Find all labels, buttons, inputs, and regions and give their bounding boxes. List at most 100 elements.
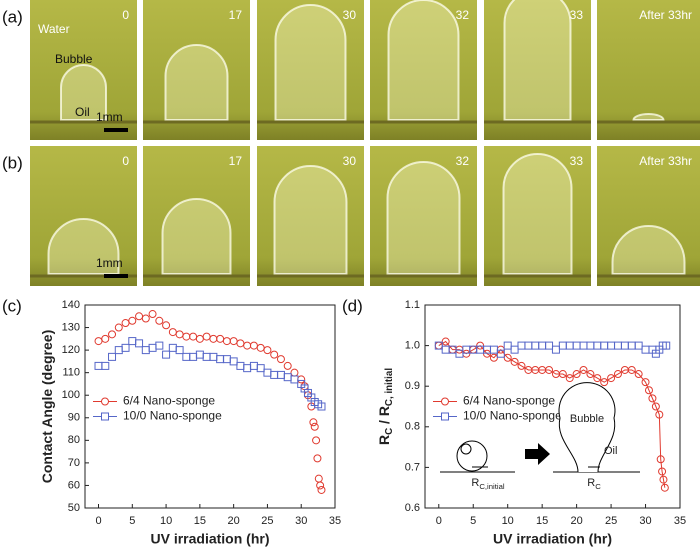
marker <box>565 374 574 383</box>
marker <box>317 485 326 494</box>
inset-label-part: R <box>471 477 479 489</box>
marker <box>256 343 265 352</box>
y-tick-label: 0.8 <box>405 421 420 433</box>
marker <box>162 321 171 330</box>
droplet <box>273 165 348 275</box>
marker <box>229 337 238 346</box>
inset-arrow <box>525 443 550 465</box>
marker <box>162 350 171 359</box>
legend-label: 10/0 Nano-sponge <box>123 409 222 423</box>
marker <box>496 349 505 358</box>
y-axis-label-part: C <box>384 428 395 435</box>
y-tick-label: 130 <box>62 321 80 333</box>
plot-frame <box>84 304 336 509</box>
panel-label: (a) <box>2 7 23 26</box>
marker <box>572 370 581 379</box>
y-tick-label: 0.9 <box>405 380 420 392</box>
marker <box>263 368 272 377</box>
marker <box>538 341 547 350</box>
droplet <box>164 44 229 121</box>
marker <box>545 365 554 374</box>
marker <box>270 370 279 379</box>
marker <box>114 323 123 332</box>
marker <box>510 357 519 366</box>
marker <box>276 355 285 364</box>
x-tick-label: 30 <box>639 515 651 527</box>
marker <box>441 337 450 346</box>
marker <box>658 467 667 476</box>
marker <box>483 349 492 358</box>
frame-label: After 33hr <box>639 154 692 168</box>
marker <box>290 375 299 384</box>
y-axis-label-part: / R <box>376 406 392 428</box>
marker <box>128 316 137 325</box>
marker <box>182 332 191 341</box>
y-axis-label-part: Contact Angle (degree) <box>39 330 55 484</box>
frame-label: 30 <box>343 8 357 22</box>
marker <box>270 350 279 359</box>
marker <box>283 361 292 370</box>
frame-label: 0 <box>122 8 129 22</box>
marker <box>524 341 533 350</box>
marker <box>607 341 616 350</box>
marker <box>316 481 325 490</box>
marker <box>607 374 616 383</box>
y-axis-label: RC / RC, initial <box>376 368 395 445</box>
legend-marker <box>441 397 449 406</box>
marker <box>558 370 567 379</box>
droplet <box>611 225 686 275</box>
marker <box>565 341 574 350</box>
annotation: Bubble <box>55 52 93 66</box>
marker <box>651 402 660 411</box>
marker <box>310 422 319 431</box>
marker <box>531 341 540 350</box>
droplet <box>60 64 107 121</box>
marker <box>613 370 622 379</box>
y-tick-label: 110 <box>62 367 80 379</box>
x-axis-label: UV irradiation (hr) <box>493 531 612 547</box>
marker <box>195 334 204 343</box>
marker <box>216 334 225 343</box>
marker <box>593 341 602 350</box>
marker <box>656 455 665 464</box>
panel-label: (c) <box>2 296 22 315</box>
marker <box>290 368 299 377</box>
marker <box>243 341 252 350</box>
marker <box>135 339 144 348</box>
marker <box>551 345 560 354</box>
x-tick-label: 5 <box>470 515 476 527</box>
legend-marker <box>101 397 109 406</box>
legend-label: 6/4 Nano-sponge <box>123 394 215 408</box>
inset-label-part: C,initial <box>479 482 504 491</box>
marker <box>135 312 144 321</box>
marker <box>155 316 164 325</box>
marker <box>613 341 622 350</box>
marker <box>572 341 581 350</box>
x-tick-label: 0 <box>95 515 101 527</box>
droplet <box>47 218 120 275</box>
x-axis-label: UV irradiation (hr) <box>150 531 269 547</box>
marker <box>455 349 464 358</box>
marker <box>108 352 117 361</box>
marker <box>229 357 238 366</box>
inset-label-part: C <box>595 482 601 491</box>
photo-frame <box>484 146 591 286</box>
panel-label: (b) <box>2 153 23 172</box>
x-tick-label: 10 <box>160 515 172 527</box>
marker <box>189 352 198 361</box>
photo-frame <box>597 146 700 286</box>
marker <box>313 454 322 463</box>
frame-label: 32 <box>456 154 470 168</box>
marker <box>101 361 110 370</box>
marker <box>168 343 177 352</box>
y-tick-label: 90 <box>68 412 80 424</box>
legend-marker <box>441 412 449 421</box>
marker <box>168 328 177 337</box>
annotation: Water <box>38 22 70 36</box>
y-tick-label: 0.7 <box>405 461 420 473</box>
legend-label: 6/4 Nano-sponge <box>463 394 555 408</box>
marker <box>627 365 636 374</box>
inset-label-part: R <box>587 477 595 489</box>
marker <box>121 319 130 328</box>
